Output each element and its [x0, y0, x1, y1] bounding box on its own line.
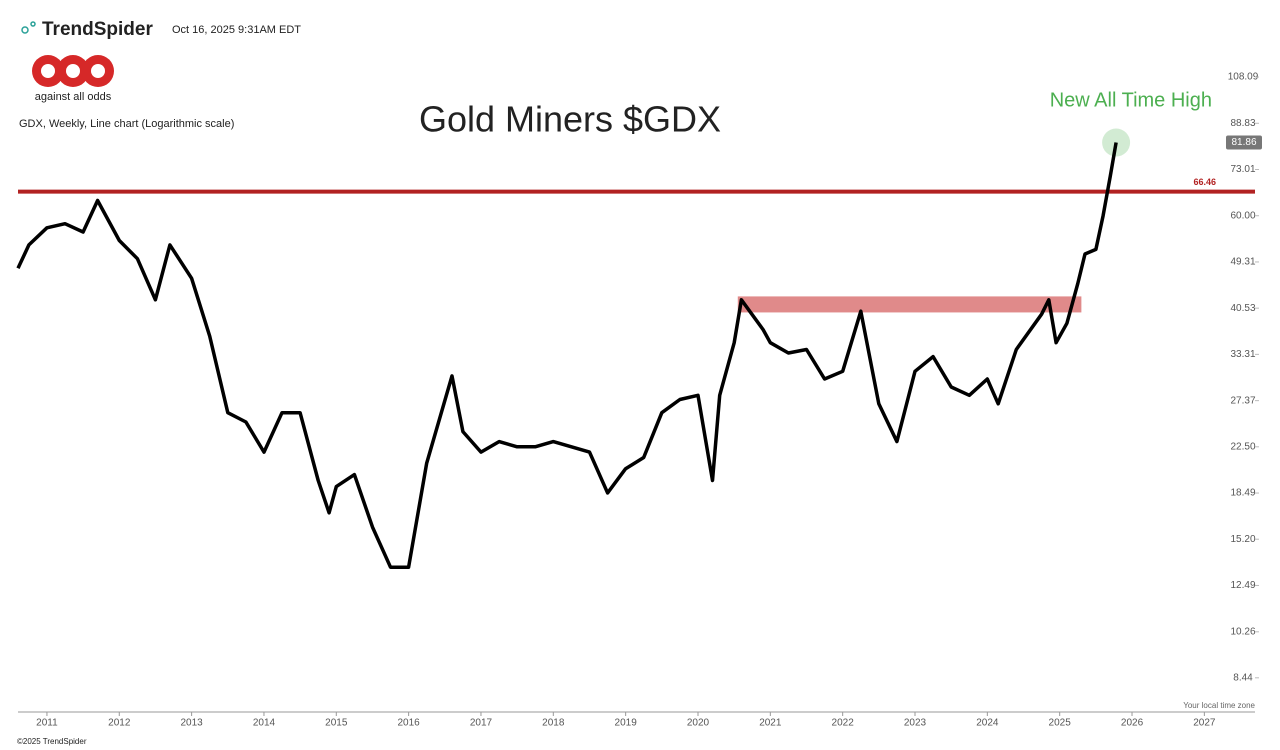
x-tick-label: 2022 [832, 718, 855, 729]
x-tick-label: 2026 [1121, 718, 1144, 729]
x-tick-label: 2025 [1049, 718, 1072, 729]
price-line [16, 142, 1118, 569]
y-tick-label: 108.09 [1228, 72, 1259, 83]
subtitle: GDX, Weekly, Line chart (Logarithmic sca… [19, 118, 234, 130]
x-tick-label: 2018 [542, 718, 565, 729]
last-price-box [1226, 135, 1262, 150]
annotation: New All Time High [1050, 89, 1212, 111]
chart-title: Gold Miners $GDX [419, 99, 721, 140]
copyright: ©2025 TrendSpider [17, 737, 87, 746]
y-tick-label: 88.83 [1230, 118, 1255, 129]
x-tick-label: 2021 [759, 718, 782, 729]
logo-text: against all odds [35, 91, 112, 103]
y-tick-label: 22.50 [1230, 441, 1255, 452]
y-tick-label: 18.49 [1230, 488, 1255, 499]
y-tick-label: 10.26 [1230, 626, 1255, 637]
x-tick-label: 2027 [1193, 718, 1216, 729]
logo-mark [21, 21, 36, 34]
x-tick-label: 2019 [615, 718, 638, 729]
x-tick-label: 2023 [904, 718, 927, 729]
resistance-label: 66.46 [1193, 177, 1216, 187]
logo [32, 55, 114, 87]
x-tick-label: 2011 [36, 718, 58, 729]
y-tick-label: 60.00 [1230, 210, 1255, 221]
x-tick-label: 2024 [976, 718, 999, 729]
y-tick-label: 8.44 [1233, 672, 1253, 683]
timestamp: Oct 16, 2025 9:31AM EDT [172, 24, 301, 36]
y-tick-label: 15.20 [1230, 534, 1255, 545]
y-tick-label: 40.53 [1230, 303, 1255, 314]
x-tick-label: 2012 [108, 718, 131, 729]
last-price-label: 81.86 [1231, 137, 1256, 148]
x-tick-label: 2020 [687, 718, 710, 729]
y-tick-label: 12.49 [1230, 580, 1255, 591]
y-tick-label: 27.37 [1230, 395, 1255, 406]
time-zone-note: Your local time zone [1183, 701, 1255, 710]
x-tick-label: 2015 [325, 718, 348, 729]
y-tick-label: 73.01 [1230, 164, 1255, 175]
brand: TrendSpider [42, 19, 153, 40]
x-tick-label: 2016 [398, 718, 421, 729]
y-tick-label: 33.31 [1230, 349, 1255, 360]
y-tick-label: 49.31 [1230, 257, 1255, 268]
x-tick-label: 2013 [180, 718, 203, 729]
x-tick-label: 2014 [253, 718, 276, 729]
resistance-zone [737, 296, 1082, 313]
x-tick-label: 2017 [470, 718, 493, 729]
